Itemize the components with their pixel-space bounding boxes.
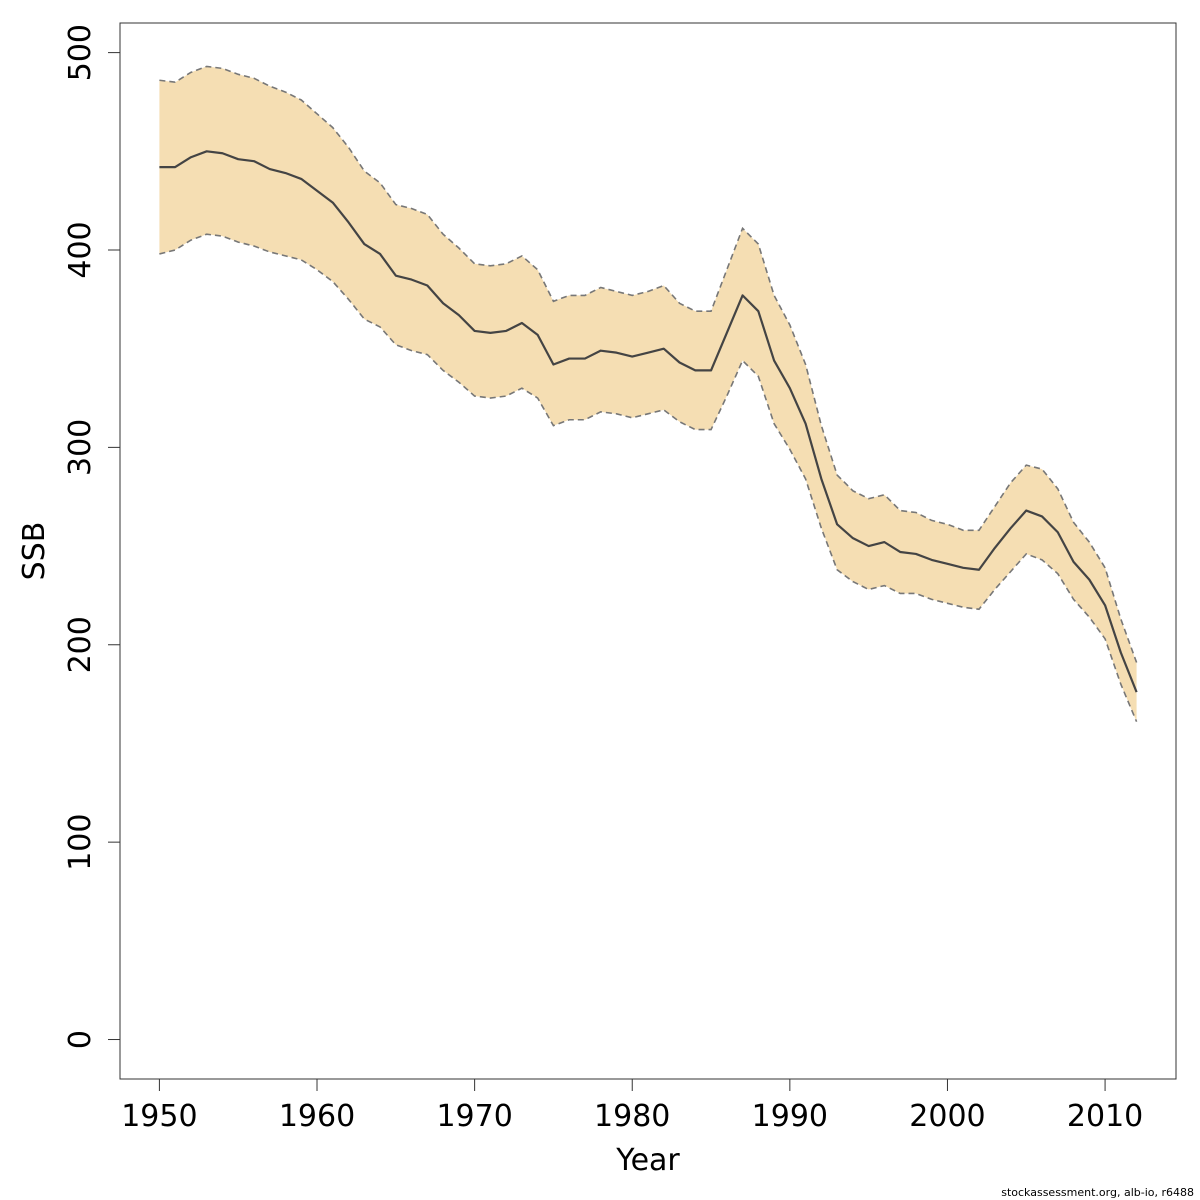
x-tick-label: 1980 [594,1099,670,1134]
x-tick-label: 1990 [752,1099,828,1134]
x-axis-title: Year [615,1143,680,1178]
y-tick-label: 100 [63,814,98,871]
y-axis-title: SSB [17,522,52,581]
y-tick-label: 300 [63,419,98,476]
footer-note: stockassessment.org, alb-io, r6488 [1001,1186,1194,1199]
y-tick-label: 500 [63,24,98,81]
band-upper-line [159,65,1138,663]
x-tick-label: 1960 [279,1099,355,1134]
band-lower-line [159,233,1138,723]
plot-frame [119,22,1177,1080]
confidence-band-layer [159,65,1138,723]
y-tick-label: 200 [63,616,98,673]
x-tick-label: 1970 [436,1099,512,1134]
confidence-band [159,66,1137,722]
y-tick-label: 0 [63,1030,98,1049]
x-tick-label: 1950 [121,1099,197,1134]
ssb-line [159,150,1138,693]
x-tick-label: 2010 [1067,1099,1143,1134]
ssb-series-layer [159,150,1138,693]
y-axis: 0 100 200 300 400 500 [63,24,120,1049]
x-tick-label: 2000 [909,1099,985,1134]
x-axis: 1950 1960 1970 1980 1990 2000 2010 [121,1079,1143,1134]
y-tick-label: 400 [63,221,98,278]
